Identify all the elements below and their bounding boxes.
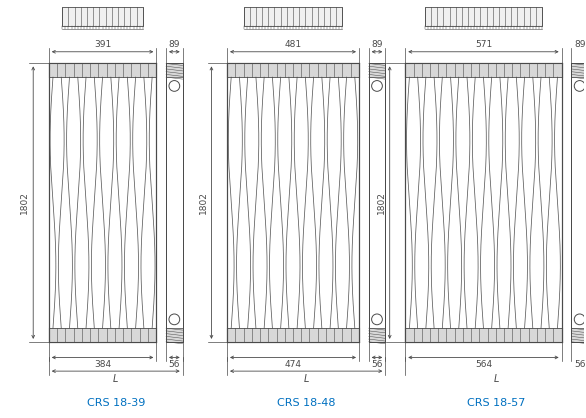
Bar <box>49 64 156 342</box>
Bar <box>49 64 156 77</box>
Text: 481: 481 <box>284 40 302 49</box>
Text: L: L <box>113 374 118 384</box>
Bar <box>166 64 183 77</box>
Bar <box>369 64 385 77</box>
Bar <box>571 328 586 342</box>
Bar <box>571 64 586 77</box>
Bar <box>369 328 385 342</box>
Bar <box>166 64 183 342</box>
Text: 564: 564 <box>475 360 492 370</box>
Bar <box>406 64 561 342</box>
Bar <box>244 7 342 26</box>
Bar <box>425 7 542 26</box>
Text: 89: 89 <box>372 40 383 49</box>
Text: CRS 18-57: CRS 18-57 <box>468 398 526 408</box>
Bar <box>227 328 359 342</box>
Text: 474: 474 <box>284 360 302 370</box>
Text: 56: 56 <box>169 360 180 370</box>
Bar <box>62 7 143 26</box>
Text: CRS 18-39: CRS 18-39 <box>87 398 145 408</box>
Bar <box>166 328 183 342</box>
Text: 1802: 1802 <box>199 191 207 214</box>
Text: L: L <box>494 374 499 384</box>
Text: 571: 571 <box>475 40 492 49</box>
Text: CRS 18-48: CRS 18-48 <box>277 398 335 408</box>
Text: L: L <box>304 374 309 384</box>
Bar <box>227 64 359 342</box>
Bar <box>571 64 586 342</box>
Bar <box>406 64 561 77</box>
Bar <box>406 328 561 342</box>
Text: 391: 391 <box>94 40 111 49</box>
Text: 1802: 1802 <box>377 191 386 214</box>
Bar <box>227 64 359 77</box>
Text: 56: 56 <box>574 360 585 370</box>
Text: 384: 384 <box>94 360 111 370</box>
Bar <box>49 328 156 342</box>
Text: 89: 89 <box>574 40 585 49</box>
Text: 1802: 1802 <box>21 191 29 214</box>
Bar <box>369 64 385 342</box>
Text: 56: 56 <box>372 360 383 370</box>
Text: 89: 89 <box>169 40 180 49</box>
